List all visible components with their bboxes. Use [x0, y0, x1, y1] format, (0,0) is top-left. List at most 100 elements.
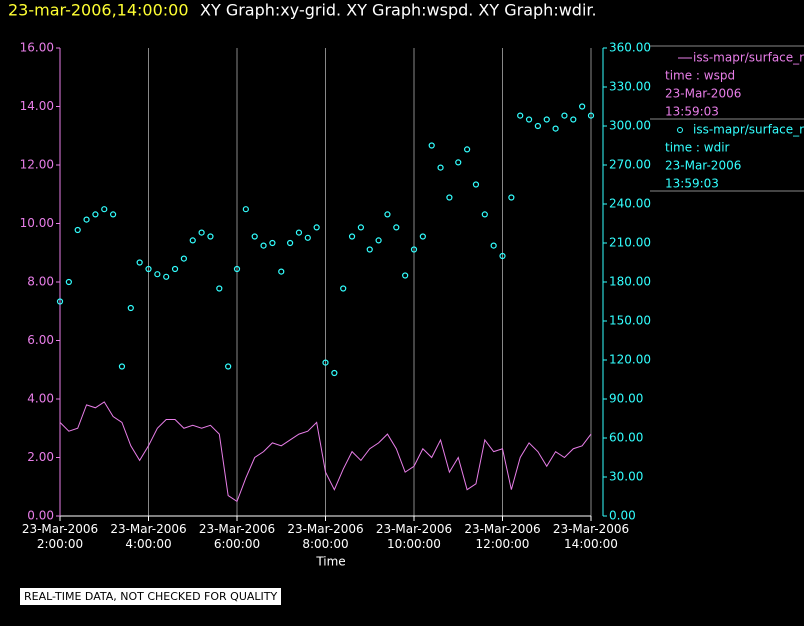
data-point — [570, 116, 577, 123]
data-point — [260, 242, 267, 249]
data-point — [490, 242, 497, 249]
data-point — [278, 268, 285, 275]
data-point — [543, 116, 550, 123]
legend-detail: 23-Mar-2006 — [665, 159, 741, 173]
x-axis-label: Time — [315, 555, 345, 569]
legend-swatch — [677, 127, 683, 133]
data-point — [198, 229, 205, 236]
data-line — [59, 401, 592, 503]
data-point — [393, 224, 400, 231]
legend-detail: 13:59:03 — [665, 177, 719, 191]
data-point — [313, 224, 320, 231]
data-point — [525, 116, 533, 123]
data-point — [127, 304, 134, 312]
data-point — [331, 369, 338, 377]
data-point — [428, 142, 435, 149]
data-point — [472, 181, 480, 188]
y-tick-label: 16.00 — [20, 41, 54, 55]
y2-tick-label: 180.00 — [609, 275, 651, 289]
legend-label: iss-mapr/surface_r — [693, 51, 804, 65]
data-point — [517, 112, 524, 119]
y2-tick-label: 0.00 — [609, 509, 636, 523]
data-point — [65, 278, 72, 286]
legend-label: iss-mapr/surface_r — [693, 123, 804, 137]
data-point — [561, 112, 568, 119]
legend-detail: 13:59:03 — [665, 105, 719, 119]
y2-tick-label: 270.00 — [609, 158, 651, 172]
y2-tick-label: 330.00 — [609, 80, 651, 94]
data-point — [101, 206, 108, 213]
data-point — [348, 233, 356, 240]
x-tick-label: 23-Mar-2006 10:00:00 — [375, 522, 453, 551]
y-tick-label: 2.00 — [27, 450, 54, 464]
data-point — [233, 265, 241, 273]
data-point — [287, 239, 294, 247]
data-point — [322, 359, 329, 366]
data-point — [579, 103, 586, 110]
data-point — [410, 246, 418, 253]
y2-tick-label: 120.00 — [609, 353, 651, 367]
data-point — [455, 159, 462, 166]
data-point — [269, 239, 276, 247]
y2-tick-label: 210.00 — [609, 236, 651, 250]
data-point — [83, 216, 90, 223]
y2-tick-label: 30.00 — [609, 470, 643, 484]
footer-note: REAL-TIME DATA, NOT CHECKED FOR QUALITY — [20, 588, 282, 605]
data-point — [118, 363, 126, 370]
data-point — [136, 259, 143, 266]
data-point — [587, 112, 595, 119]
data-point — [242, 206, 249, 213]
data-point — [92, 211, 99, 218]
data-point — [295, 229, 303, 236]
data-point — [251, 233, 258, 240]
x-tick-label: 23-Mar-2006 8:00:00 — [287, 522, 364, 551]
legend-detail: time : wspd — [665, 69, 735, 83]
data-point — [357, 224, 364, 231]
data-point — [499, 252, 506, 260]
data-point — [56, 298, 64, 305]
data-point — [534, 122, 542, 130]
data-point — [216, 285, 223, 292]
data-point — [154, 271, 161, 278]
data-point — [74, 226, 81, 234]
data-point — [437, 164, 444, 171]
y2-tick-label: 60.00 — [609, 431, 643, 445]
y2-tick-label: 150.00 — [609, 314, 651, 328]
data-point — [375, 237, 382, 244]
chart-subtitle: XY Graph:xy-grid. XY Graph:wspd. XY Grap… — [200, 1, 597, 20]
x-tick-label: 23-Mar-2006 2:00:00 — [21, 522, 99, 551]
y2-tick-label: 240.00 — [609, 197, 651, 211]
data-point — [366, 246, 373, 253]
legend-detail: 23-Mar-2006 — [665, 87, 741, 101]
data-point — [304, 234, 311, 241]
legend-detail: time : wdir — [665, 141, 730, 155]
y-tick-label: 12.00 — [20, 158, 54, 172]
data-point — [384, 211, 391, 218]
y2-tick-label: 90.00 — [609, 392, 643, 406]
data-point — [163, 273, 170, 280]
data-point — [207, 233, 214, 240]
data-point — [109, 211, 117, 218]
chart-title: 23-mar-2006,14:00:00 — [8, 1, 189, 20]
data-point — [189, 237, 196, 244]
y2-tick-label: 300.00 — [609, 119, 651, 133]
y-tick-label: 4.00 — [27, 392, 54, 406]
data-point — [446, 194, 453, 201]
data-point — [225, 363, 232, 370]
y-tick-label: 14.00 — [20, 99, 54, 113]
y2-tick-label: 360.00 — [609, 41, 651, 55]
data-point — [171, 265, 179, 273]
x-tick-label: 23-Mar-2006 14:00:00 — [552, 522, 630, 551]
data-point — [340, 285, 347, 292]
data-point — [508, 194, 515, 201]
x-tick-label: 23-Mar-2006 6:00:00 — [198, 522, 276, 551]
data-point — [402, 272, 409, 279]
y-tick-label: 8.00 — [27, 275, 54, 289]
x-tick-label: 23-Mar-2006 12:00:00 — [464, 522, 541, 551]
data-point — [419, 233, 426, 240]
data-point — [145, 265, 152, 273]
data-point — [552, 125, 559, 132]
y-tick-label: 10.00 — [20, 216, 54, 230]
